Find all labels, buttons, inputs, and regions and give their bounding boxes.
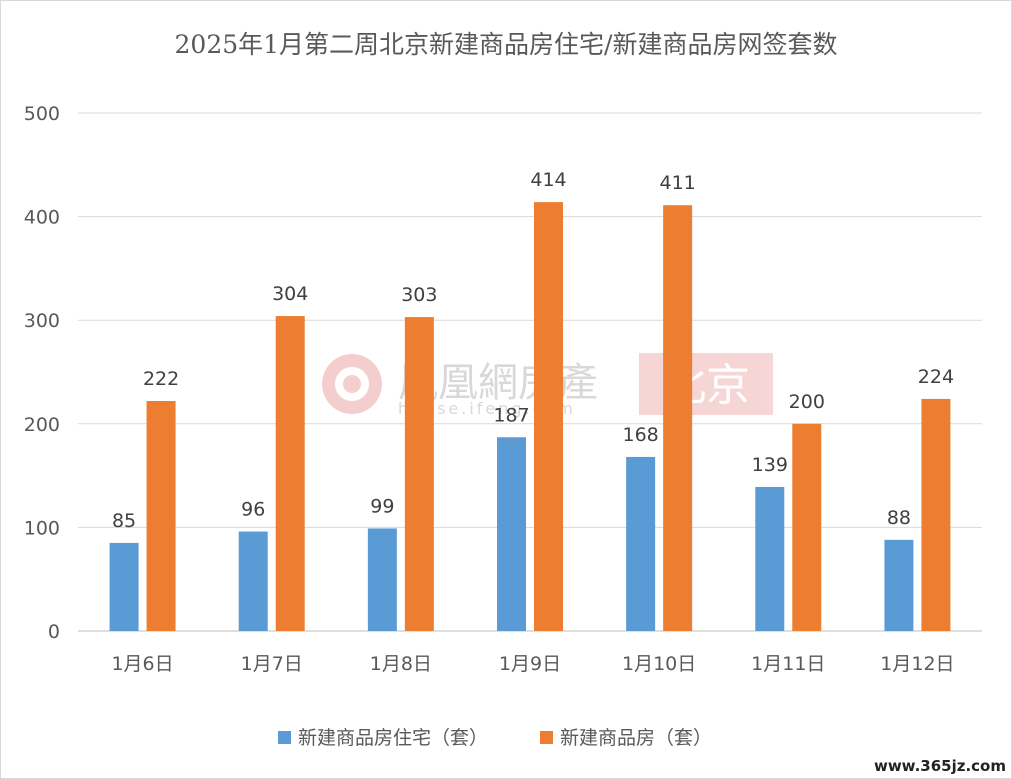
x-tick-label: 1月10日 <box>622 653 696 675</box>
bar-residential <box>109 542 139 631</box>
legend: 新建商品房住宅（套） 新建商品房（套） <box>278 727 712 749</box>
data-label: 88 <box>887 507 911 529</box>
bar-residential <box>497 437 526 631</box>
data-label: 200 <box>789 391 825 413</box>
bar-total <box>534 202 563 631</box>
bar-residential <box>884 539 914 631</box>
data-label: 187 <box>493 404 529 426</box>
ifeng-logo-inner <box>335 367 369 401</box>
bars <box>109 202 951 632</box>
bar-residential <box>367 528 397 631</box>
footer-site: www.365jz.com <box>873 757 1006 775</box>
data-label: 139 <box>752 454 788 476</box>
bar-total <box>146 401 176 631</box>
data-label: 414 <box>530 169 566 191</box>
y-axis: 0 100 200 300 400 500 <box>24 103 60 643</box>
data-label: 304 <box>272 283 308 305</box>
legend-swatch <box>540 731 553 744</box>
y-tick-label: 100 <box>24 517 60 539</box>
bar-total <box>404 317 434 631</box>
data-label: 168 <box>623 424 659 446</box>
bar-total <box>275 316 305 631</box>
bar-residential <box>238 531 268 631</box>
ifeng-logo-core <box>343 375 361 393</box>
y-tick-label: 400 <box>24 207 60 229</box>
data-label: 411 <box>660 172 696 194</box>
x-tick-label: 1月11日 <box>751 653 825 675</box>
ifeng-logo-icon <box>322 354 382 414</box>
watermark-domain: house.ifeng.com <box>398 399 576 418</box>
chart-title: 2025年1月第二周北京新建商品房住宅/新建商品房网签套数 <box>175 30 838 59</box>
data-label: 96 <box>241 499 265 521</box>
data-labels: 85 222 96 304 99 303 187 414 168 411 139 200 88 224 <box>112 169 954 532</box>
legend-label: 新建商品房住宅（套） <box>298 727 488 749</box>
x-tick-label: 1月9日 <box>499 653 561 675</box>
bar-total <box>663 205 693 632</box>
watermark-city-box <box>639 353 773 415</box>
data-label: 85 <box>112 510 136 532</box>
y-tick-label: 0 <box>48 621 60 643</box>
y-tick-label: 300 <box>24 310 60 332</box>
x-axis: 1月6日 1月7日 1月8日 1月9日 1月10日 1月11日 1月12日 <box>111 653 954 675</box>
bar-total <box>921 398 951 631</box>
gridlines <box>78 112 982 632</box>
data-label: 303 <box>401 284 437 306</box>
x-tick-label: 1月7日 <box>241 653 303 675</box>
x-tick-label: 1月6日 <box>111 653 173 675</box>
bar-residential <box>755 486 785 631</box>
x-tick-label: 1月12日 <box>880 653 954 675</box>
y-tick-label: 200 <box>24 414 60 436</box>
data-label: 99 <box>370 495 394 517</box>
legend-label: 新建商品房（套） <box>560 727 712 749</box>
bar-residential <box>626 456 656 631</box>
legend-swatch <box>278 731 291 744</box>
bar-total <box>792 423 822 631</box>
x-tick-label: 1月8日 <box>370 653 432 675</box>
y-tick-label: 500 <box>24 103 60 125</box>
data-label: 224 <box>918 366 954 388</box>
data-label: 222 <box>143 368 179 390</box>
